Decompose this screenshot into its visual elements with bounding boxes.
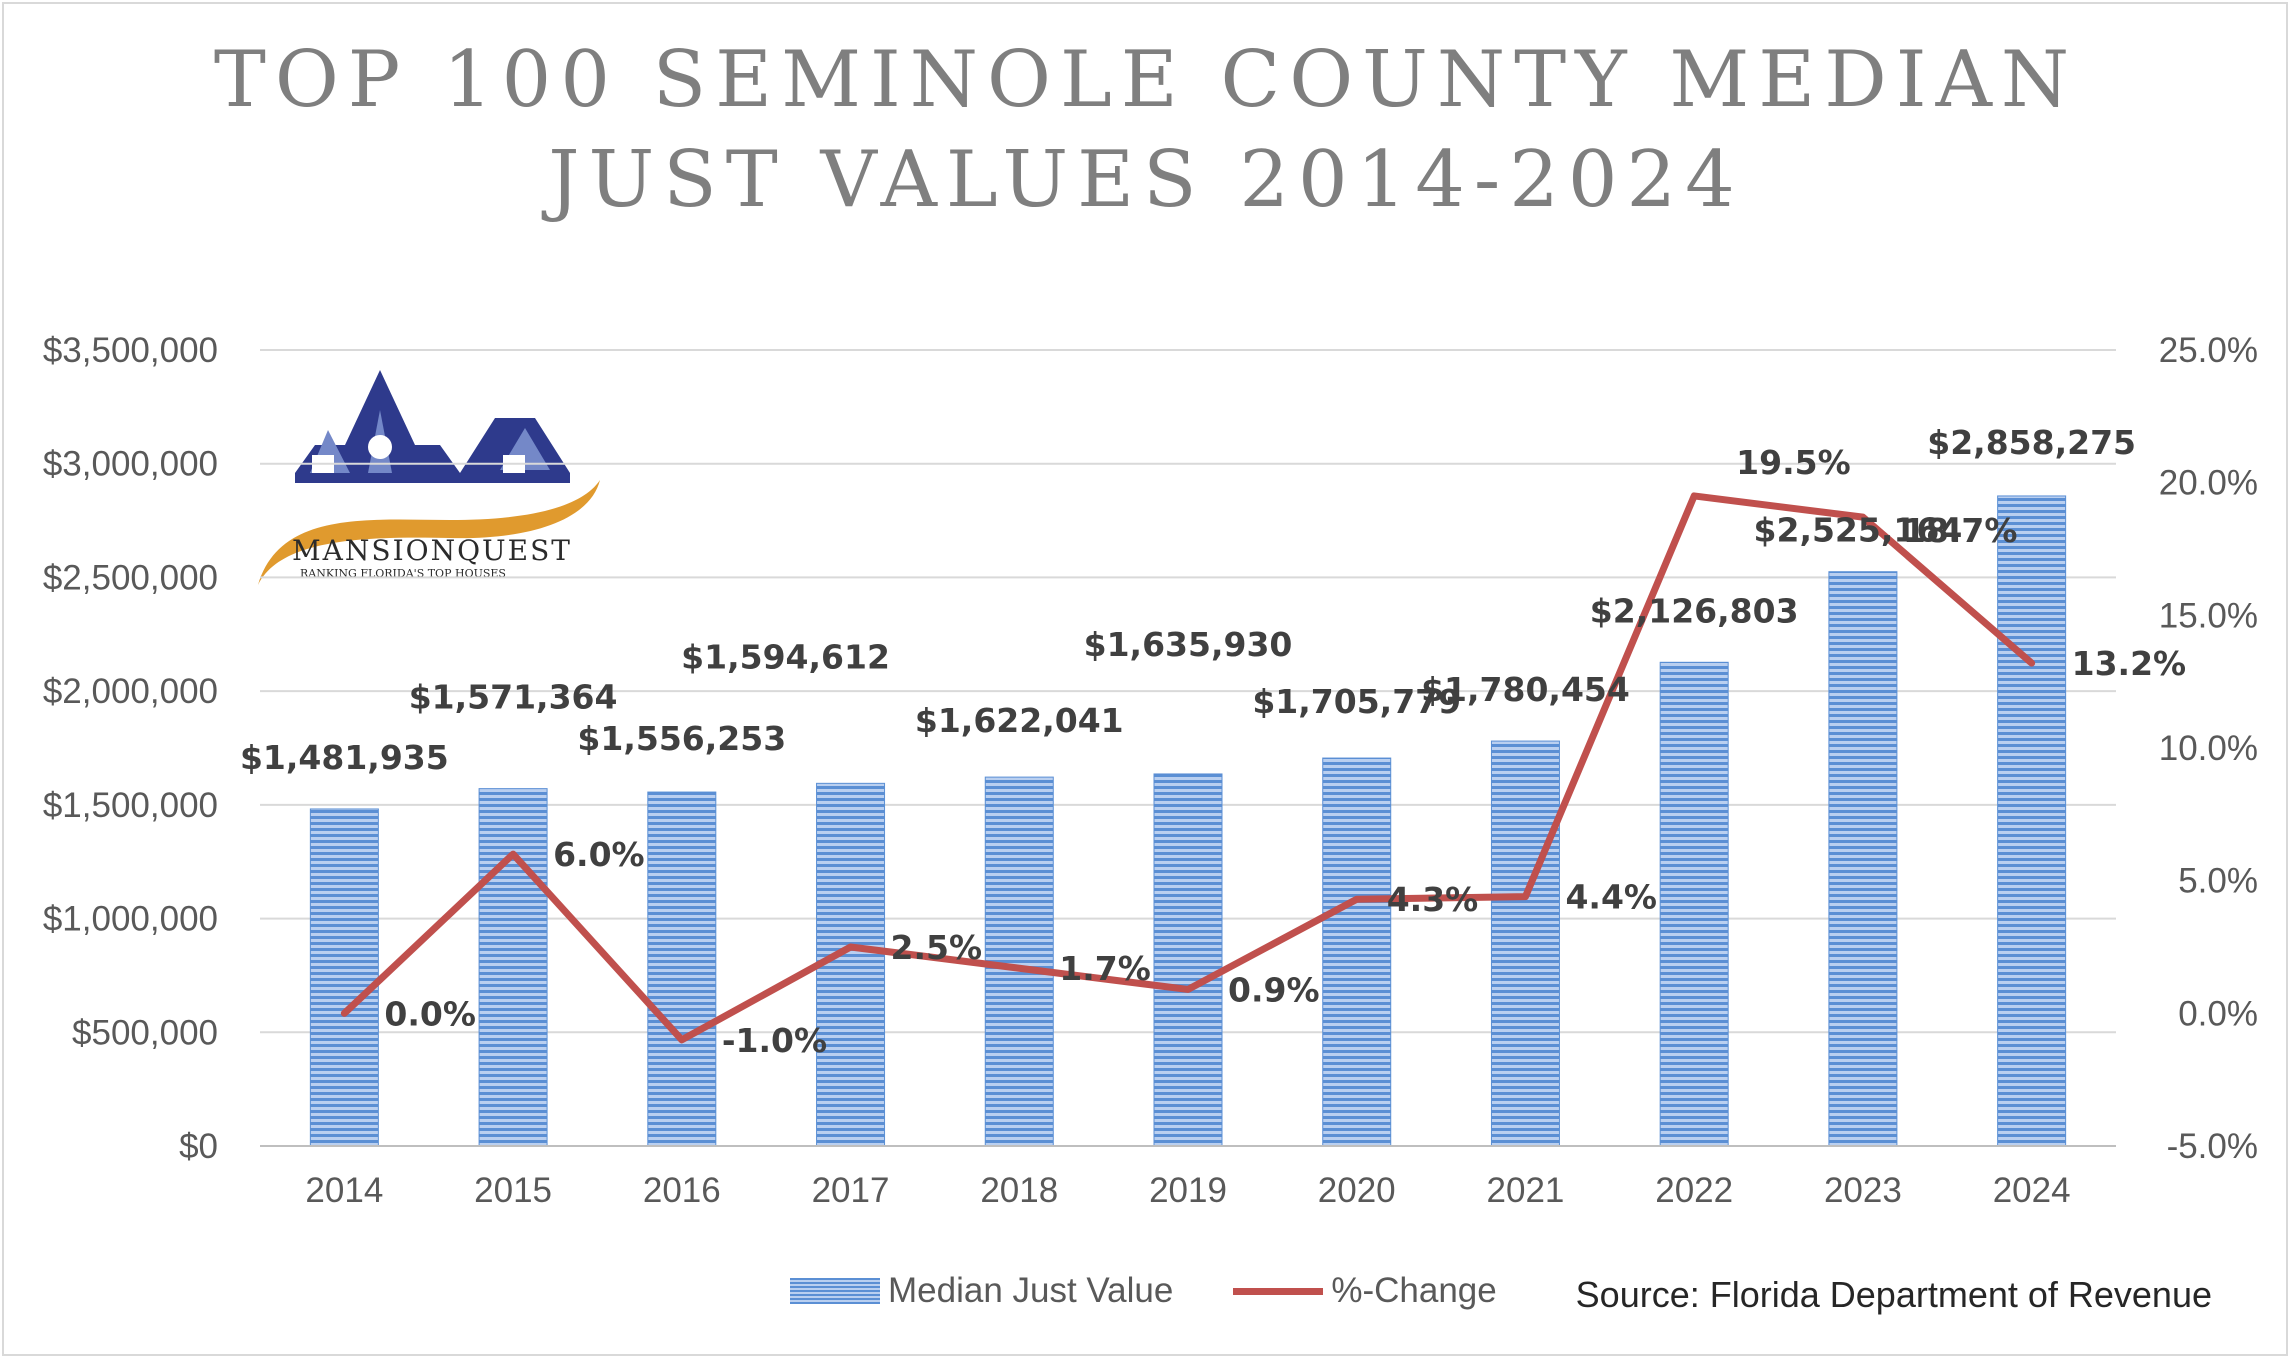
x-tick-label: 2016 <box>643 1171 721 1210</box>
bar <box>1153 773 1223 1147</box>
y-right-tick-label: 15.0% <box>2159 596 2258 635</box>
legend: Median Just Value %-Change <box>790 1266 1497 1316</box>
x-tick-label: 2024 <box>1993 1171 2071 1210</box>
y-axis-left: $0 $500,000 $1,000,000 $1,500,000 $2,000,000… <box>43 331 218 1166</box>
x-tick-label: 2023 <box>1824 1171 1902 1210</box>
line-data-label: 13.2% <box>2072 644 2187 683</box>
y-left-tick-label: $2,000,000 <box>43 672 218 711</box>
bar-data-labels: $1,481,935 $1,571,364$1,556,253 $1,594,612… <box>240 423 2136 777</box>
line-data-labels: 0.0% 6.0% -1.0% 2.5% 1.7% 0.9% 4.3% 4.4% 19.5% 18… <box>384 443 2186 1060</box>
bar-data-label: $2,858,275 <box>1927 423 2136 462</box>
bar-data-label: $1,635,930 <box>1084 625 1293 664</box>
y-right-tick-label: -5.0% <box>2167 1127 2258 1166</box>
y-right-tick-label: 25.0% <box>2159 331 2258 370</box>
line-data-label: 19.5% <box>1736 443 1851 482</box>
bar <box>1322 757 1392 1147</box>
y-right-tick-label: 20.0% <box>2159 464 2258 503</box>
bar <box>1828 571 1898 1147</box>
y-left-tick-label: $3,000,000 <box>43 445 218 484</box>
bar <box>984 776 1054 1147</box>
x-tick-label: 2020 <box>1318 1171 1396 1210</box>
y-left-tick-label: $1,000,000 <box>43 900 218 939</box>
y-left-tick-label: $500,000 <box>72 1013 218 1052</box>
mansionquest-logo: MANSIONQUEST RANKING FLORIDA'S TOP HOUSE… <box>258 370 600 585</box>
title-line-2: JUST VALUES 2014-2024 <box>548 135 1744 225</box>
bar-data-label: $1,556,253 <box>577 719 786 758</box>
bar-data-label: $2,126,803 <box>1590 591 1799 630</box>
bar-data-label: $1,594,612 <box>681 637 890 676</box>
title-line-1: TOP 100 SEMINOLE COUNTY MEDIAN <box>213 35 2079 125</box>
y-left-tick-label: $2,500,000 <box>43 558 218 597</box>
y-right-tick-label: 0.0% <box>2178 994 2258 1033</box>
bar <box>309 808 379 1147</box>
line-data-label: 18.7% <box>1903 511 2018 550</box>
line-data-label: 0.9% <box>1228 970 1320 1009</box>
line-data-label: 6.0% <box>553 835 645 874</box>
line-data-label: 0.0% <box>384 994 476 1033</box>
line-data-label: -1.0% <box>722 1021 827 1060</box>
bar-data-label: $1,481,935 <box>240 738 449 777</box>
bar <box>1490 740 1560 1147</box>
x-tick-label: 2021 <box>1487 1171 1565 1210</box>
line-series <box>340 492 2036 1044</box>
logo-name: MANSIONQUEST <box>292 534 572 567</box>
y-left-tick-label: $1,500,000 <box>43 786 218 825</box>
chart-title: TOP 100 SEMINOLE COUNTY MEDIAN JUST VALU… <box>0 30 2292 230</box>
bar-data-label: $1,780,454 <box>1421 670 1630 709</box>
bar <box>478 788 548 1147</box>
bar <box>816 782 886 1147</box>
source-note: Source: Florida Department of Revenue <box>1575 1274 2212 1315</box>
line-data-label: 2.5% <box>891 928 983 967</box>
bar <box>1659 661 1729 1147</box>
x-tick-label: 2015 <box>474 1171 552 1210</box>
x-axis: 2014 2015 2016 2017 2018 2019 2020 2021 2022 2023… <box>260 1145 2116 1210</box>
x-tick-label: 2017 <box>812 1171 890 1210</box>
legend-swatch-line <box>1233 1287 1324 1295</box>
bar <box>1997 495 2067 1147</box>
y-left-tick-label: $3,500,000 <box>43 331 218 370</box>
legend-swatch-bar <box>790 1278 880 1304</box>
x-tick-label: 2019 <box>1149 1171 1227 1210</box>
line-data-label: 4.4% <box>1565 878 1657 917</box>
bar-data-label: $1,622,041 <box>915 701 1124 740</box>
bar-data-label: $1,705,779 <box>1252 682 1461 721</box>
line-path <box>340 492 2036 1044</box>
x-tick-label: 2022 <box>1655 1171 1733 1210</box>
line-data-label: 1.7% <box>1059 949 1151 988</box>
bar-data-label: $1,571,364 <box>409 678 618 717</box>
y-right-tick-label: 10.0% <box>2159 729 2258 768</box>
bar-series <box>309 495 2067 1147</box>
y-axis-right: -5.0% 0.0% 5.0% 10.0% 15.0% 20.0% 25.0% <box>2159 331 2258 1166</box>
legend-label-line: %-Change <box>1331 1271 1497 1310</box>
x-tick-label: 2018 <box>980 1171 1058 1210</box>
line-data-label: 4.3% <box>1387 880 1479 919</box>
x-tick-label: 2014 <box>305 1171 383 1210</box>
legend-label-bar: Median Just Value <box>888 1271 1174 1310</box>
y-right-tick-label: 5.0% <box>2178 862 2258 901</box>
y-left-tick-label: $0 <box>179 1127 218 1166</box>
bar-data-label: $2,525,164 <box>1754 511 1963 550</box>
bar <box>647 791 717 1147</box>
